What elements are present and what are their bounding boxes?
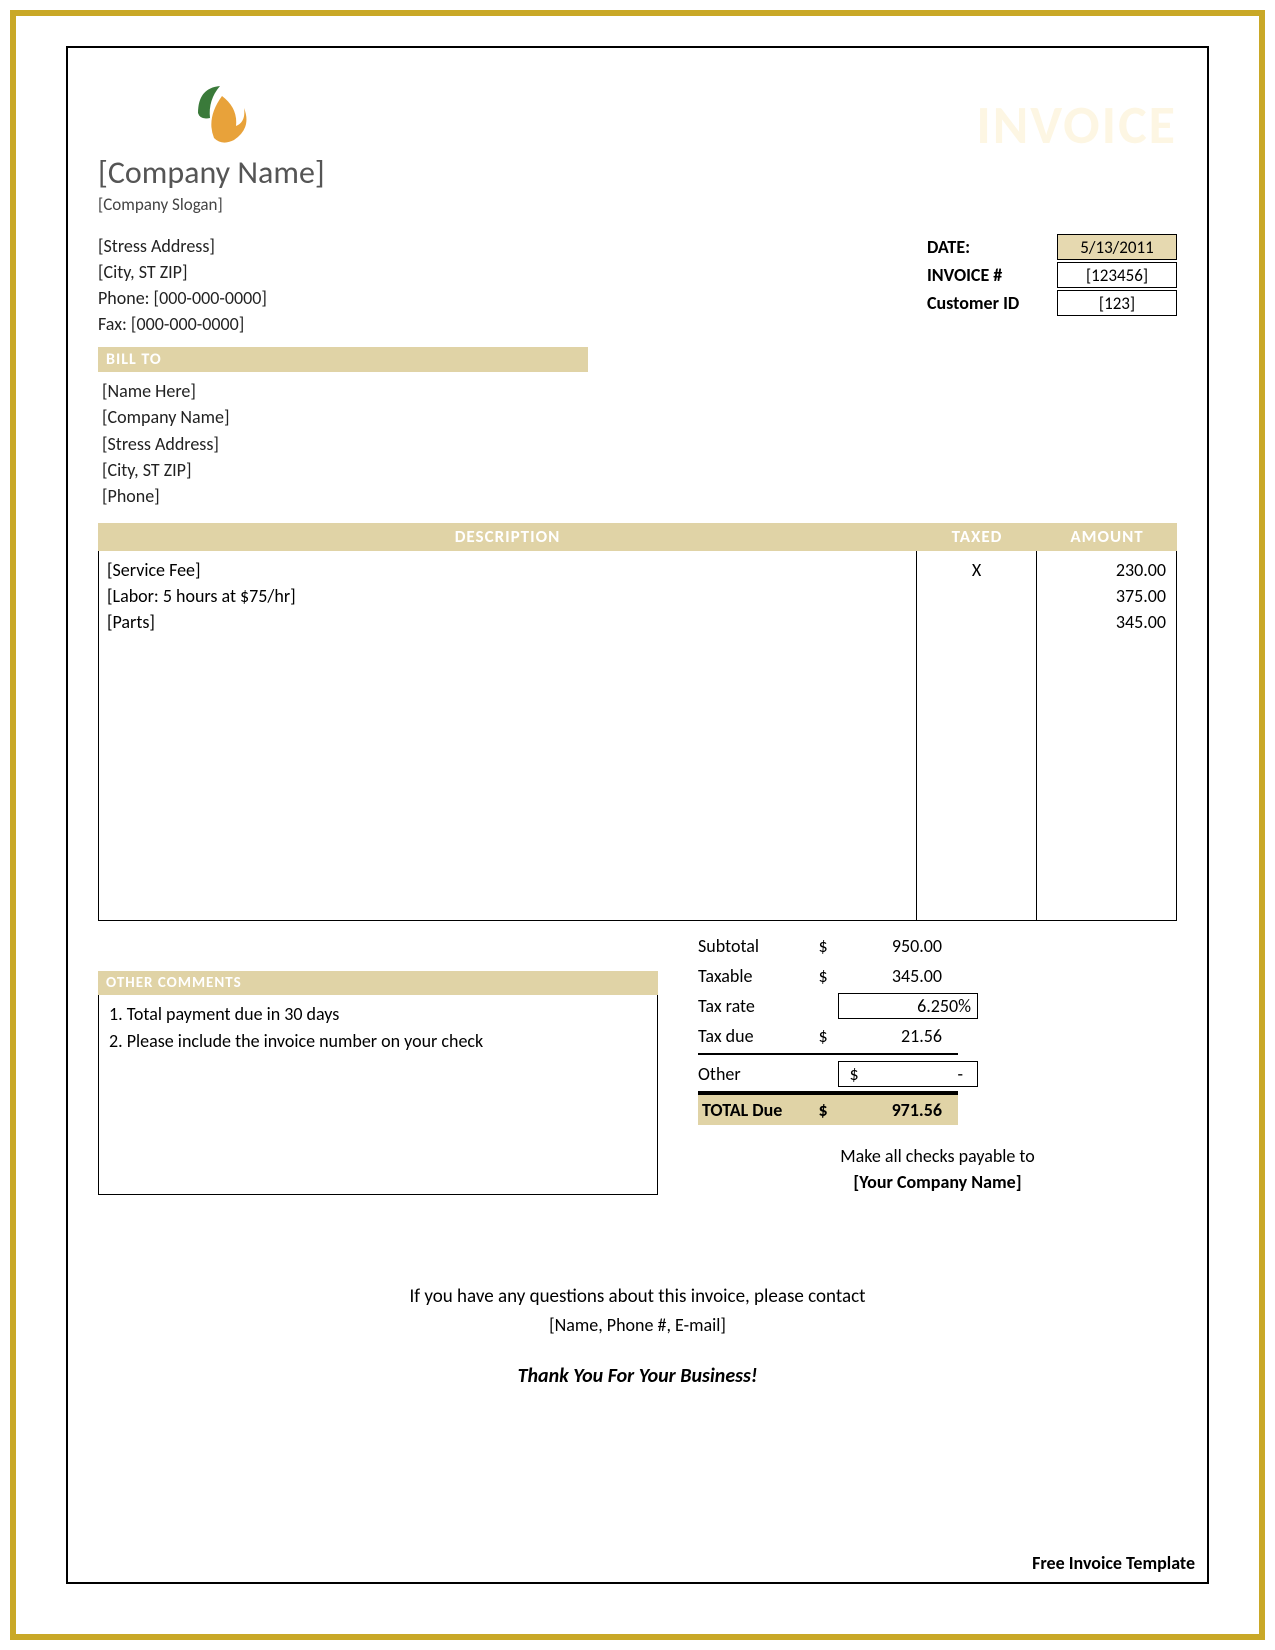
- company-fax: Fax: [000-000-0000]: [98, 311, 267, 337]
- taxdue-value: 21.56: [838, 1025, 948, 1047]
- thank-you: Thank You For Your Business!: [98, 1364, 1177, 1388]
- comment-line: 2. Please include the invoice number on …: [109, 1028, 647, 1055]
- meta-invoice-label: INVOICE #: [927, 264, 1057, 286]
- bill-to-phone: [Phone]: [102, 483, 1177, 509]
- taxrate-value: 6.250%: [917, 995, 971, 1017]
- footer-question: If you have any questions about this inv…: [98, 1285, 1177, 1308]
- bill-to-heading: BILL TO: [98, 347, 588, 372]
- item-amount: 345.00: [1037, 609, 1166, 635]
- other-value: -: [869, 1063, 969, 1085]
- other-label: Other: [698, 1063, 808, 1085]
- company-city: [City, ST ZIP]: [98, 259, 267, 285]
- company-name: [Company Name]: [98, 153, 325, 192]
- bill-to-address: [Stress Address]: [102, 431, 1177, 457]
- company-phone: Phone: [000-000-0000]: [98, 285, 267, 311]
- items-header-taxed: TAXED: [917, 526, 1037, 547]
- total-due-currency: $: [808, 1099, 838, 1121]
- invoice-meta: DATE: 5/13/2011 INVOICE # [123456] Custo…: [927, 233, 1177, 337]
- subtotal-value: 950.00: [838, 935, 948, 957]
- meta-invoice-value: [123456]: [1057, 262, 1177, 288]
- items-descriptions: [Service Fee] [Labor: 5 hours at $75/hr]…: [99, 551, 916, 920]
- item-tax: X: [917, 557, 1036, 583]
- taxable-currency: $: [808, 965, 838, 987]
- items-amounts: 230.00 375.00 345.00: [1036, 551, 1176, 920]
- subtotal-currency: $: [808, 935, 838, 957]
- taxable-value: 345.00: [838, 965, 948, 987]
- outer-frame: [Company Name] [Company Slogan] INVOICE …: [10, 10, 1265, 1640]
- info-row: [Stress Address] [City, ST ZIP] Phone: […: [98, 233, 1177, 337]
- taxable-label: Taxable: [698, 965, 808, 987]
- items-header-description: DESCRIPTION: [98, 526, 917, 547]
- item-amount: 375.00: [1037, 583, 1166, 609]
- comments-heading: OTHER COMMENTS: [98, 971, 658, 995]
- comments-box: 1. Total payment due in 30 days 2. Pleas…: [98, 995, 658, 1195]
- meta-customer-value: [123]: [1057, 290, 1177, 316]
- other-currency: $: [839, 1063, 869, 1085]
- company-logo-icon: [178, 78, 258, 148]
- header-row: [Company Name] [Company Slogan] INVOICE: [98, 78, 1177, 215]
- item-desc: [Labor: 5 hours at $75/hr]: [107, 583, 908, 609]
- logo-block: [Company Name] [Company Slogan]: [98, 78, 325, 215]
- bill-to-name: [Name Here]: [102, 378, 1177, 404]
- total-due-value: 971.56: [838, 1099, 948, 1121]
- comment-line: 1. Total payment due in 30 days: [109, 1001, 647, 1028]
- total-due-label: TOTAL Due: [698, 1099, 808, 1121]
- bill-to-block: [Name Here] [Company Name] [Stress Addre…: [102, 378, 1177, 508]
- company-slogan: [Company Slogan]: [98, 194, 223, 215]
- taxdue-label: Tax due: [698, 1025, 808, 1047]
- comments-block: OTHER COMMENTS 1. Total payment due in 3…: [98, 971, 658, 1195]
- template-credit: Free Invoice Template: [1032, 1552, 1195, 1574]
- bill-to-company: [Company Name]: [102, 404, 1177, 430]
- other-box: $ -: [838, 1061, 978, 1087]
- taxdue-currency: $: [808, 1025, 838, 1047]
- invoice-page: [Company Name] [Company Slogan] INVOICE …: [66, 46, 1209, 1584]
- meta-date-label: DATE:: [927, 236, 1057, 258]
- payment-note: Make all checks payable to: [698, 1145, 1177, 1167]
- below-row: OTHER COMMENTS 1. Total payment due in 3…: [98, 931, 1177, 1195]
- meta-date-value: 5/13/2011: [1057, 234, 1177, 260]
- subtotal-label: Subtotal: [698, 935, 808, 957]
- items-body: [Service Fee] [Labor: 5 hours at $75/hr]…: [98, 551, 1177, 921]
- items-header: DESCRIPTION TAXED AMOUNT: [98, 523, 1177, 551]
- payment-payee: [Your Company Name]: [698, 1171, 1177, 1193]
- meta-customer-label: Customer ID: [927, 292, 1057, 314]
- taxrate-box: 6.250%: [838, 993, 978, 1019]
- company-address: [Stress Address]: [98, 233, 267, 259]
- bill-to-city: [City, ST ZIP]: [102, 457, 1177, 483]
- totals-rule: [698, 1053, 958, 1055]
- item-amount: 230.00: [1037, 557, 1166, 583]
- company-contact: [Stress Address] [City, ST ZIP] Phone: […: [98, 233, 267, 337]
- totals-block: Subtotal $ 950.00 Taxable $ 345.00 Tax r…: [698, 931, 1177, 1195]
- invoice-watermark: INVOICE: [976, 98, 1177, 152]
- taxrate-label: Tax rate: [698, 995, 808, 1017]
- items-taxed: X: [916, 551, 1036, 920]
- item-desc: [Service Fee]: [107, 557, 908, 583]
- footer-contact: [Name, Phone #, E-mail]: [98, 1314, 1177, 1336]
- item-desc: [Parts]: [107, 609, 908, 635]
- items-header-amount: AMOUNT: [1037, 526, 1177, 547]
